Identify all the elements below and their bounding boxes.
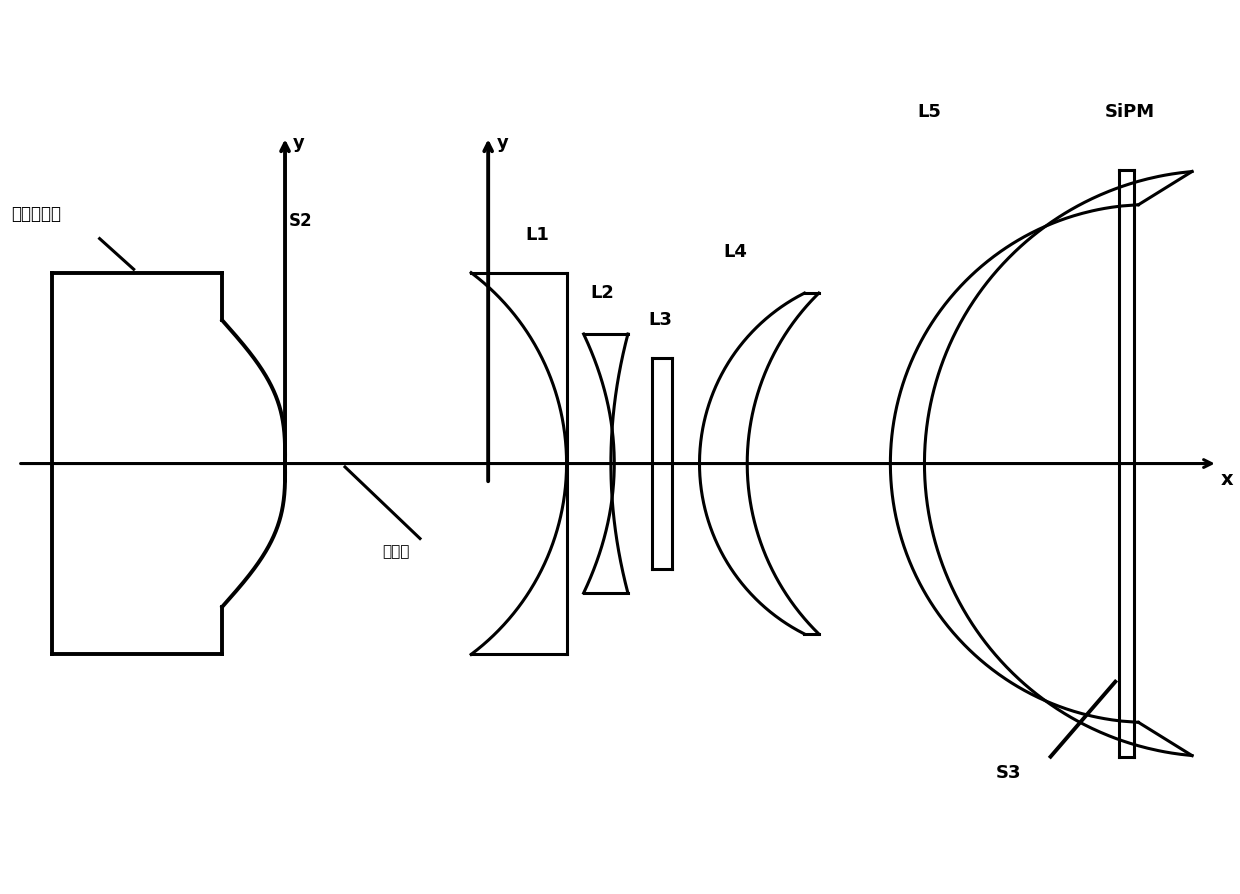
Text: S3: S3 <box>996 763 1022 781</box>
Text: y: y <box>293 133 305 151</box>
Text: L3: L3 <box>649 310 672 328</box>
Text: L4: L4 <box>723 242 748 260</box>
Text: L1: L1 <box>526 225 549 243</box>
Text: S2: S2 <box>289 212 312 230</box>
Text: L5: L5 <box>918 103 941 121</box>
Text: SiPM: SiPM <box>1105 103 1156 121</box>
Text: 中轴线: 中轴线 <box>382 544 410 559</box>
Text: y: y <box>496 133 508 151</box>
Text: L2: L2 <box>590 283 614 301</box>
Text: x: x <box>1221 469 1234 488</box>
Text: 圆柱体主体: 圆柱体主体 <box>11 205 61 223</box>
